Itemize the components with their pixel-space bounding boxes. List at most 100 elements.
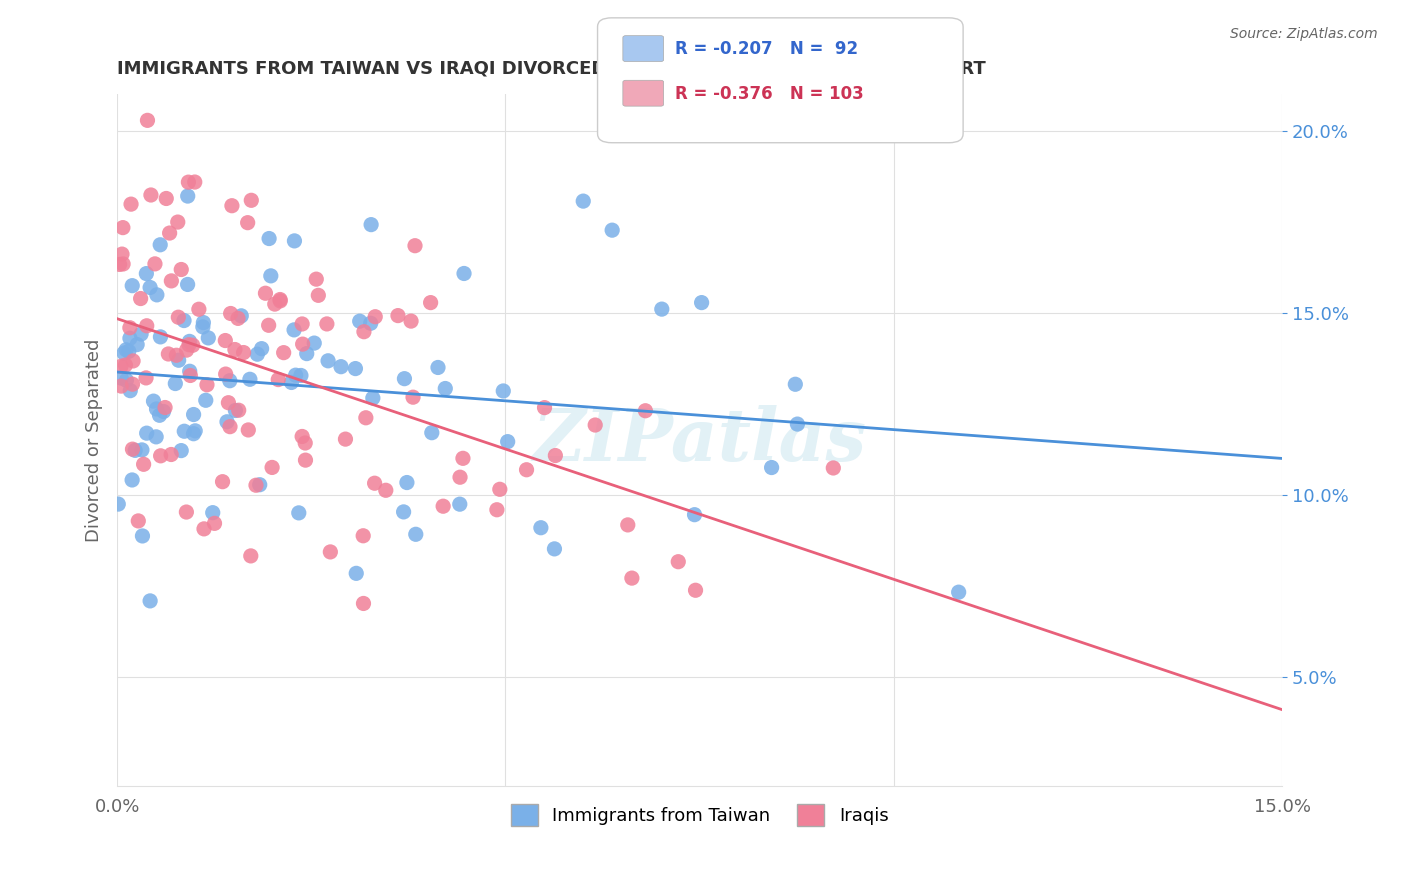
Iraqis bbox=[204, 516, 226, 531]
Iraqis bbox=[181, 338, 204, 352]
Immigrants from Taiwan bbox=[246, 347, 269, 361]
Iraqis bbox=[666, 555, 689, 569]
Immigrants from Taiwan bbox=[683, 508, 706, 522]
Immigrants from Taiwan bbox=[280, 376, 302, 390]
Immigrants from Taiwan bbox=[231, 309, 253, 323]
Immigrants from Taiwan bbox=[191, 319, 214, 334]
Immigrants from Taiwan bbox=[344, 566, 367, 581]
Immigrants from Taiwan bbox=[127, 337, 149, 351]
Immigrants from Taiwan bbox=[543, 541, 565, 556]
Iraqis bbox=[823, 461, 845, 475]
Iraqis bbox=[143, 257, 166, 271]
Iraqis bbox=[404, 238, 426, 252]
Iraqis bbox=[160, 274, 183, 288]
Iraqis bbox=[533, 401, 555, 415]
Immigrants from Taiwan bbox=[492, 384, 515, 398]
Immigrants from Taiwan bbox=[405, 527, 427, 541]
Immigrants from Taiwan bbox=[121, 278, 143, 293]
Iraqis bbox=[112, 257, 135, 271]
Iraqis bbox=[315, 317, 337, 331]
Immigrants from Taiwan bbox=[176, 277, 198, 292]
Iraqis bbox=[179, 368, 201, 383]
Iraqis bbox=[177, 337, 200, 351]
Iraqis bbox=[110, 379, 132, 393]
Immigrants from Taiwan bbox=[283, 234, 305, 248]
Iraqis bbox=[294, 436, 316, 450]
Iraqis bbox=[132, 458, 155, 472]
Immigrants from Taiwan bbox=[761, 460, 783, 475]
Iraqis bbox=[121, 442, 143, 457]
Immigrants from Taiwan bbox=[193, 316, 215, 330]
Iraqis bbox=[121, 377, 143, 392]
Immigrants from Taiwan bbox=[149, 237, 172, 252]
Immigrants from Taiwan bbox=[148, 409, 170, 423]
Immigrants from Taiwan bbox=[224, 403, 246, 417]
Iraqis bbox=[245, 478, 267, 492]
Immigrants from Taiwan bbox=[201, 506, 224, 520]
Iraqis bbox=[451, 451, 474, 466]
Immigrants from Taiwan bbox=[394, 372, 416, 386]
Immigrants from Taiwan bbox=[302, 336, 325, 351]
Immigrants from Taiwan bbox=[786, 417, 808, 431]
Iraqis bbox=[184, 175, 207, 189]
Iraqis bbox=[364, 310, 387, 324]
Iraqis bbox=[195, 377, 218, 392]
Iraqis bbox=[176, 343, 198, 358]
Iraqis bbox=[135, 318, 157, 333]
Immigrants from Taiwan bbox=[600, 223, 623, 237]
Immigrants from Taiwan bbox=[120, 384, 142, 398]
Iraqis bbox=[305, 272, 328, 286]
Legend: Immigrants from Taiwan, Iraqis: Immigrants from Taiwan, Iraqis bbox=[503, 797, 896, 833]
Iraqis bbox=[319, 545, 342, 559]
Iraqis bbox=[399, 314, 422, 328]
Immigrants from Taiwan bbox=[530, 521, 553, 535]
Immigrants from Taiwan bbox=[392, 505, 415, 519]
Immigrants from Taiwan bbox=[197, 331, 219, 345]
Immigrants from Taiwan bbox=[395, 475, 418, 490]
Immigrants from Taiwan bbox=[131, 529, 153, 543]
Immigrants from Taiwan bbox=[107, 497, 129, 511]
Iraqis bbox=[432, 500, 454, 514]
Iraqis bbox=[187, 302, 209, 317]
Immigrants from Taiwan bbox=[121, 473, 143, 487]
Immigrants from Taiwan bbox=[295, 346, 318, 360]
Immigrants from Taiwan bbox=[360, 218, 382, 232]
Text: R = -0.207   N =  92: R = -0.207 N = 92 bbox=[675, 40, 858, 58]
Iraqis bbox=[219, 306, 242, 320]
Iraqis bbox=[419, 295, 441, 310]
Immigrants from Taiwan bbox=[145, 401, 167, 416]
Immigrants from Taiwan bbox=[135, 267, 157, 281]
Immigrants from Taiwan bbox=[124, 443, 146, 458]
Iraqis bbox=[136, 113, 159, 128]
Text: IMMIGRANTS FROM TAIWAN VS IRAQI DIVORCED OR SEPARATED CORRELATION CHART: IMMIGRANTS FROM TAIWAN VS IRAQI DIVORCED… bbox=[117, 60, 986, 78]
Iraqis bbox=[485, 502, 508, 516]
Immigrants from Taiwan bbox=[651, 302, 673, 317]
Immigrants from Taiwan bbox=[165, 376, 187, 391]
Iraqis bbox=[215, 367, 238, 381]
Immigrants from Taiwan bbox=[142, 394, 165, 409]
Immigrants from Taiwan bbox=[360, 316, 382, 330]
Immigrants from Taiwan bbox=[129, 326, 152, 341]
Iraqis bbox=[262, 460, 284, 475]
Text: R = -0.376   N = 103: R = -0.376 N = 103 bbox=[675, 85, 863, 103]
Immigrants from Taiwan bbox=[179, 364, 201, 378]
Iraqis bbox=[176, 505, 198, 519]
Immigrants from Taiwan bbox=[135, 426, 157, 441]
Immigrants from Taiwan bbox=[496, 434, 519, 449]
Iraqis bbox=[387, 309, 409, 323]
Immigrants from Taiwan bbox=[183, 426, 205, 441]
Immigrants from Taiwan bbox=[177, 189, 200, 203]
Immigrants from Taiwan bbox=[115, 343, 138, 357]
Immigrants from Taiwan bbox=[239, 372, 262, 386]
Iraqis bbox=[291, 337, 314, 351]
Immigrants from Taiwan bbox=[284, 368, 307, 383]
Iraqis bbox=[157, 347, 180, 361]
Iraqis bbox=[224, 343, 246, 357]
Immigrants from Taiwan bbox=[118, 331, 141, 345]
Iraqis bbox=[240, 194, 263, 208]
Iraqis bbox=[118, 320, 141, 334]
Immigrants from Taiwan bbox=[257, 231, 280, 245]
Immigrants from Taiwan bbox=[145, 430, 167, 444]
Immigrants from Taiwan bbox=[427, 360, 450, 375]
Immigrants from Taiwan bbox=[361, 391, 384, 405]
